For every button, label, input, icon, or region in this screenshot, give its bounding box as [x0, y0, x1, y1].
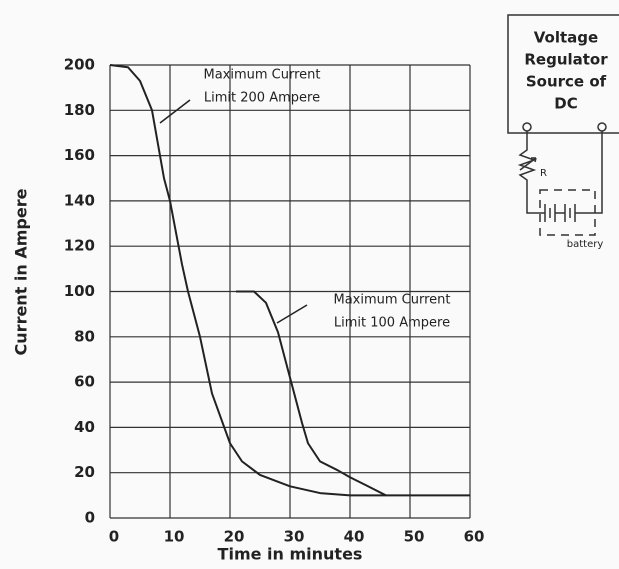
annotation-pointer: [160, 100, 190, 123]
annotation: Maximum Current: [203, 68, 320, 83]
y-tick-label: 140: [64, 191, 95, 209]
annotation: Limit 200 Ampere: [204, 91, 320, 106]
regulator-label: Regulator: [524, 51, 608, 69]
regulator-label: Voltage: [534, 29, 598, 47]
y-tick-label: 180: [64, 101, 95, 119]
wire: [520, 131, 602, 213]
y-tick-label: 40: [74, 418, 95, 436]
terminal: [598, 123, 606, 131]
x-tick-label: 60: [464, 528, 485, 546]
y-tick-label: 80: [74, 327, 95, 345]
y-tick-label: 120: [64, 237, 95, 255]
regulator-label: DC: [554, 95, 577, 113]
x-tick-label: 40: [344, 528, 365, 546]
circuit: [508, 15, 619, 235]
y-tick-label: 160: [64, 146, 95, 164]
y-tick-label: 60: [74, 373, 95, 391]
x-tick-label: 20: [224, 528, 245, 546]
y-tick-label: 100: [64, 282, 95, 300]
y-axis-label: Current in Ampere: [12, 188, 31, 355]
y-tick-label: 20: [74, 463, 95, 481]
annotation: Maximum Current: [333, 293, 450, 308]
resistor-label: R: [540, 168, 547, 179]
x-tick-label: 30: [284, 528, 305, 546]
x-tick-label: 0: [109, 528, 119, 546]
terminal: [523, 123, 531, 131]
y-tick-label: 0: [85, 509, 95, 527]
x-tick-label: 10: [164, 528, 185, 546]
x-axis-label: Time in minutes: [218, 545, 363, 564]
y-tick-label: 200: [64, 56, 95, 74]
figure: Time in minutes Current in Ampere R batt…: [0, 0, 619, 565]
battery-label: battery: [567, 239, 604, 250]
regulator-label: Source of: [526, 73, 607, 91]
x-tick-label: 50: [404, 528, 425, 546]
annotation: Limit 100 Ampere: [334, 316, 450, 331]
annotation-pointer: [277, 305, 307, 323]
